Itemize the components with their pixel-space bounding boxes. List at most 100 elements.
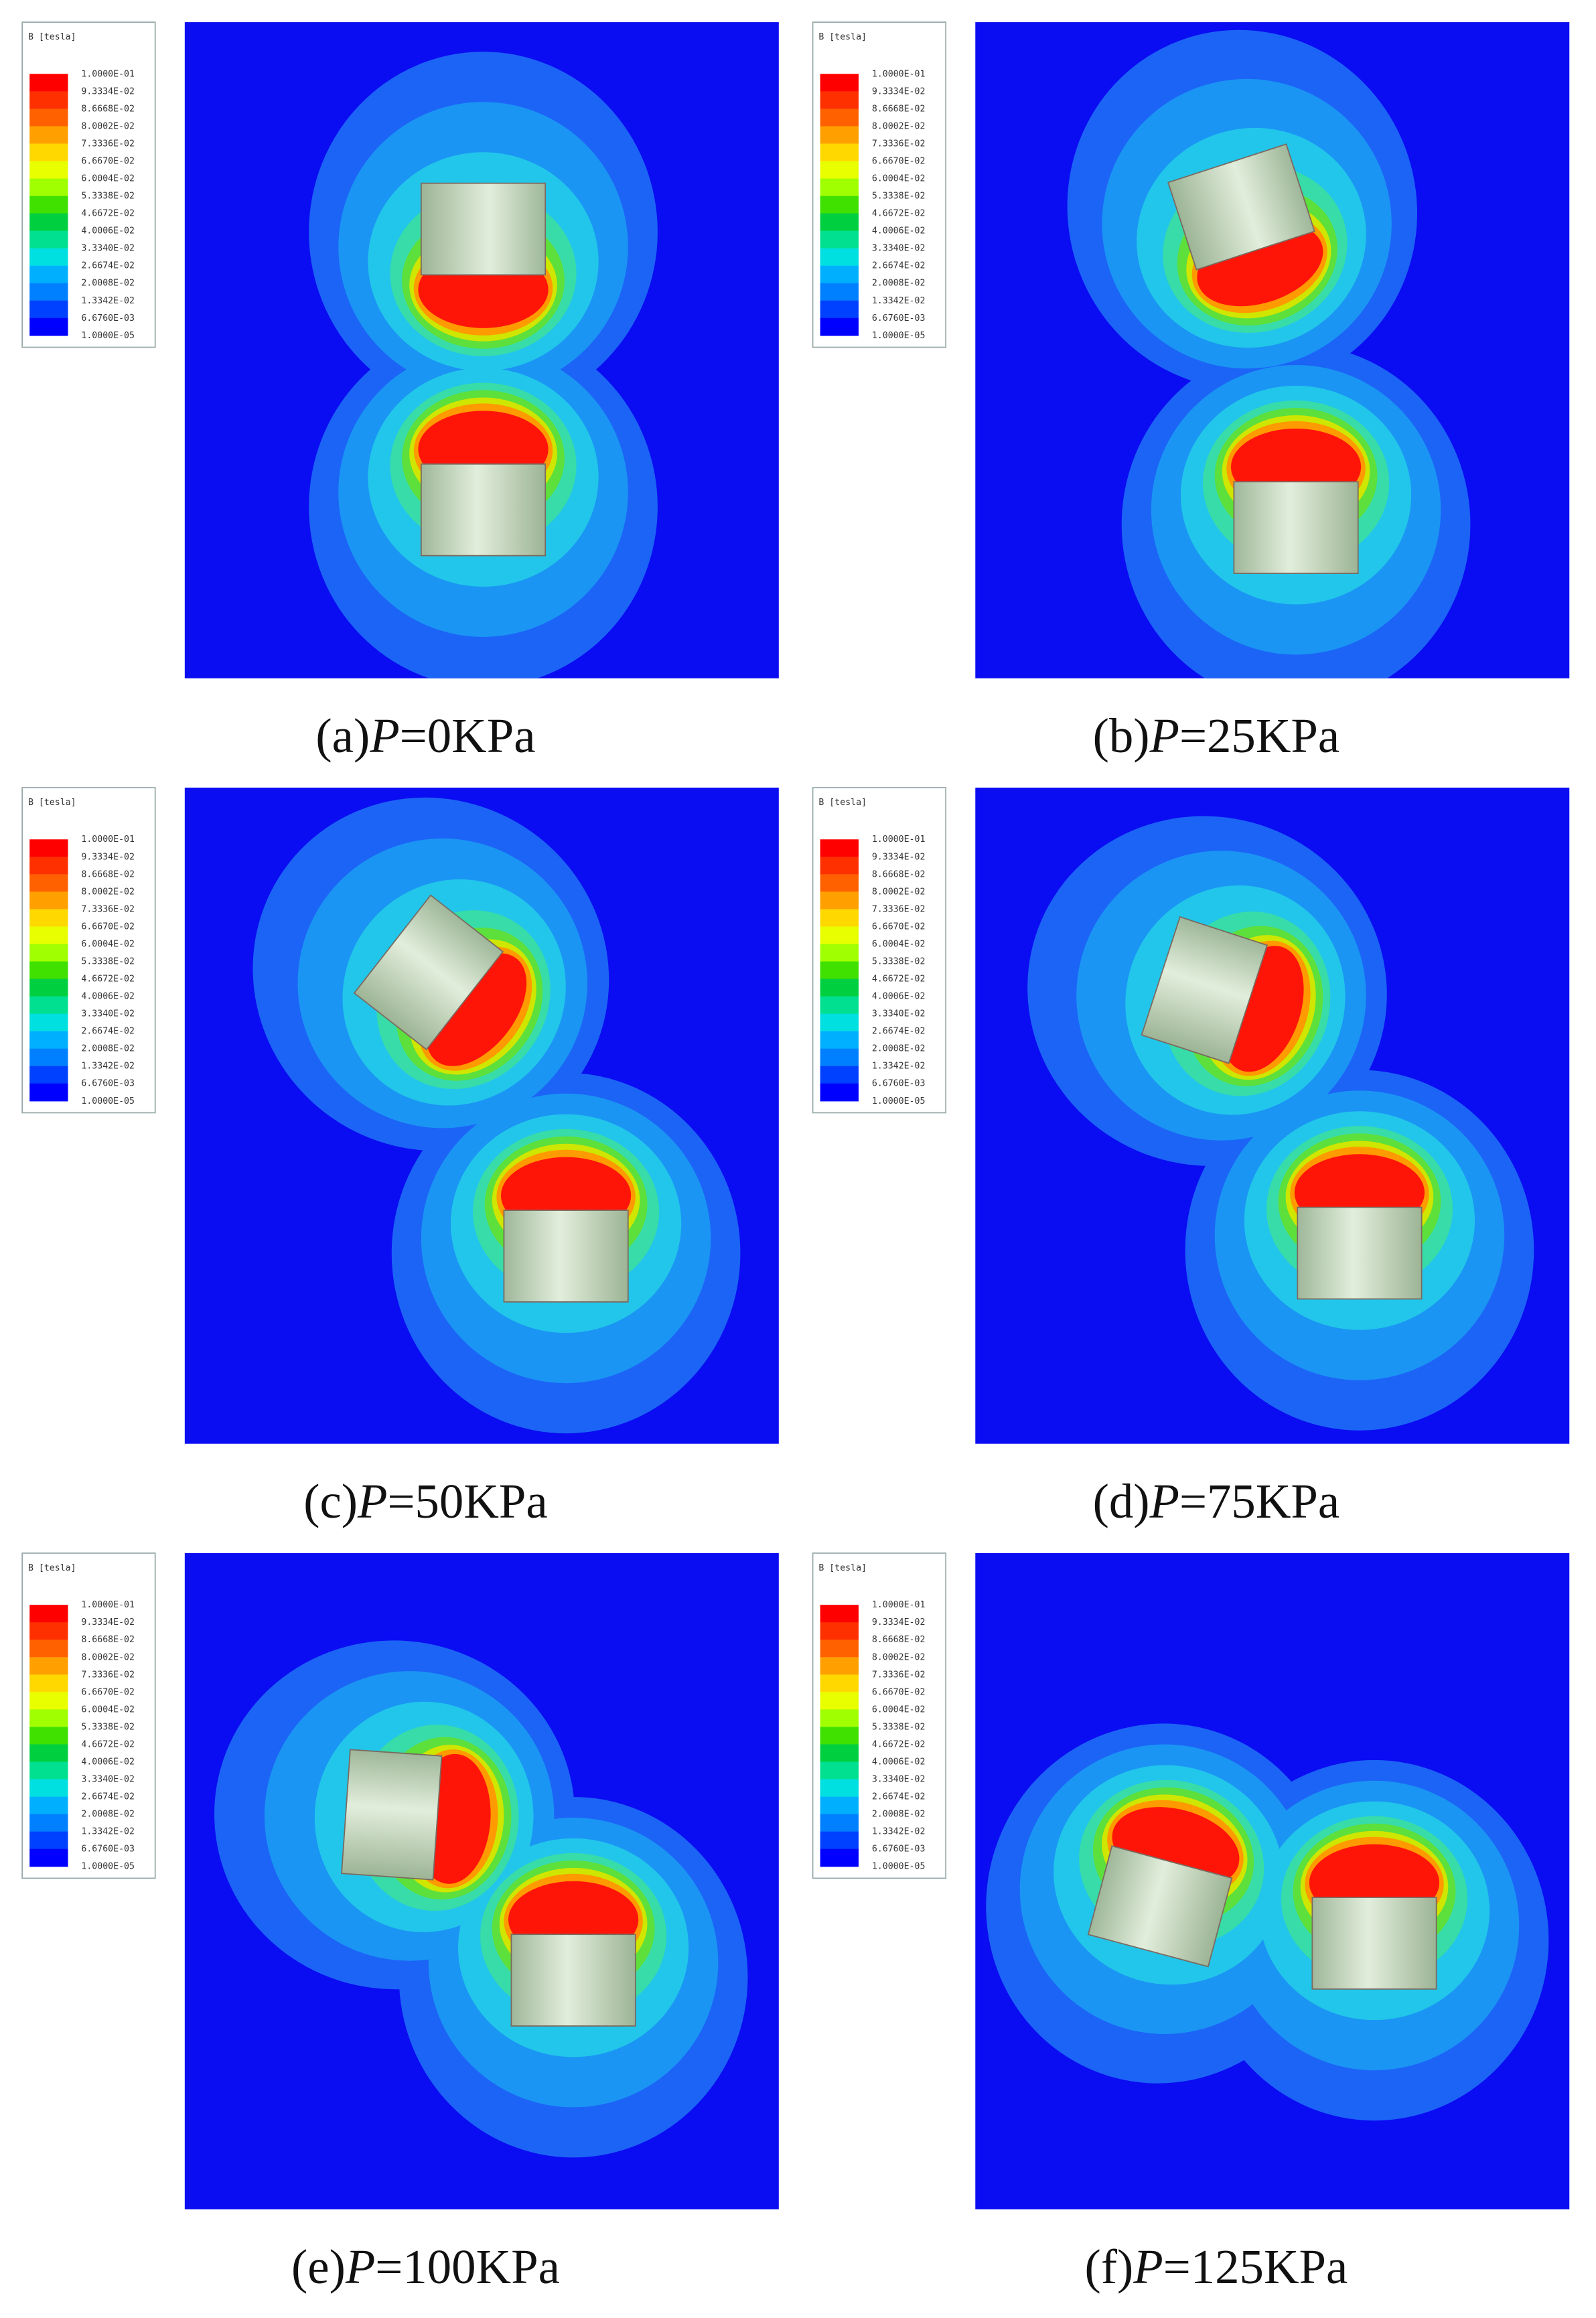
legend-label: 6.6670E-02 (872, 922, 926, 932)
legend-label: 9.3334E-02 (81, 86, 135, 96)
legend-label: 2.6674E-02 (81, 1027, 135, 1037)
legend-label: 6.6670E-02 (872, 157, 926, 167)
magnet-body (353, 894, 504, 1051)
legend-label: 2.0008E-02 (81, 1044, 135, 1054)
legend-swatch (29, 1031, 68, 1049)
legend-swatch (29, 161, 68, 179)
legend-label: 3.3340E-02 (81, 244, 135, 254)
legend-label: 6.6760E-03 (81, 1844, 135, 1855)
panel (975, 22, 1570, 678)
legend-swatch (820, 891, 859, 910)
legend-label: 6.0004E-02 (81, 174, 135, 184)
caption-variable: P (345, 2240, 375, 2294)
legend-swatch (820, 126, 859, 145)
legend-label: 1.0000E-05 (81, 1862, 135, 1872)
legend-swatch (820, 996, 859, 1015)
caption-variable: P (357, 1474, 387, 1528)
legend-label: 6.0004E-02 (872, 1705, 926, 1715)
legend-label: 1.0000E-01 (81, 1600, 135, 1610)
legend-swatch (29, 944, 68, 962)
legend-label: 2.0008E-02 (81, 279, 135, 289)
legend-swatch (820, 926, 859, 945)
legend-label: 1.3342E-02 (872, 1827, 926, 1837)
magnet-body (1167, 143, 1315, 271)
caption-label: (a) (315, 709, 370, 763)
legend-label: 1.0000E-05 (872, 1862, 926, 1872)
legend-swatch (29, 265, 68, 284)
field (214, 1640, 748, 2158)
legend-swatch (820, 161, 859, 179)
legend-swatch (29, 1727, 68, 1745)
legend-swatch (29, 926, 68, 945)
legend-label: 9.3334E-02 (872, 852, 926, 862)
legend-label: 5.3338E-02 (81, 957, 135, 967)
legend-label: 4.6672E-02 (872, 974, 926, 985)
legend-swatch (820, 857, 859, 875)
legend-swatch (29, 961, 68, 980)
legend-label: 8.6668E-02 (81, 1635, 135, 1645)
caption-label: (c) (303, 1474, 358, 1528)
caption-variable: P (1133, 2240, 1163, 2294)
magnet (1233, 481, 1359, 574)
legend-swatch (29, 857, 68, 875)
legend-label: 6.6670E-02 (81, 1687, 135, 1697)
legend-swatch (820, 1066, 859, 1084)
legend-swatch (29, 1761, 68, 1780)
legend-swatch (29, 1605, 68, 1623)
legend-label: 8.6668E-02 (81, 869, 135, 879)
legend-label: 3.3340E-02 (81, 1775, 135, 1785)
legend-label: 8.0002E-02 (872, 1652, 926, 1662)
caption: (c)P=50KPa (303, 1474, 548, 1528)
legend-label: 4.6672E-02 (81, 1739, 135, 1749)
legend-label: 5.3338E-02 (872, 957, 926, 967)
legend-swatch (29, 1692, 68, 1711)
legend-label: 2.6674E-02 (81, 261, 135, 271)
legend-swatch (29, 1657, 68, 1675)
legend-title: B [tesla] (28, 32, 76, 42)
legend-label: 1.0000E-05 (872, 331, 926, 341)
legend-swatch (29, 143, 68, 162)
legend-swatch (820, 1605, 859, 1623)
caption: (f)P=125KPa (1085, 2240, 1348, 2294)
legend-swatch (820, 1640, 859, 1658)
legend-label: 3.3340E-02 (872, 1775, 926, 1785)
legend-swatch (820, 1083, 859, 1102)
legend-label: 8.0002E-02 (872, 121, 926, 131)
magnet (1311, 1897, 1437, 1990)
magnet-body (1141, 916, 1268, 1064)
legend-label: 1.3342E-02 (81, 296, 135, 306)
legend-label: 8.6668E-02 (872, 1635, 926, 1645)
legend-label: 6.0004E-02 (81, 939, 135, 949)
legend-label: 7.3336E-02 (872, 139, 926, 149)
legend-swatch (29, 213, 68, 232)
field (986, 1723, 1549, 2121)
legend-label: 4.6672E-02 (81, 209, 135, 219)
legend-title: B [tesla] (818, 798, 867, 808)
legend: B [tesla] 1.0000E-01 9.3334E-02 8.6668E-02 8… (812, 1552, 947, 1879)
caption: (d)P=75KPa (1093, 1474, 1340, 1528)
magnet-body (420, 463, 547, 557)
caption-value: =0KPa (400, 709, 536, 763)
magnet-body (503, 1210, 629, 1303)
legend-label: 2.6674E-02 (81, 1792, 135, 1802)
legend-swatch (29, 126, 68, 145)
legend-swatch (820, 1761, 859, 1780)
legend-swatch (29, 1013, 68, 1032)
legend-label: 6.6670E-02 (81, 922, 135, 932)
legend: B [tesla] 1.0000E-01 9.3334E-02 8.6668E-02 8… (812, 787, 947, 1114)
legend-swatch (29, 317, 68, 336)
legend-label: 2.0008E-02 (872, 279, 926, 289)
legend-title: B [tesla] (28, 1563, 76, 1573)
legend-label: 1.0000E-05 (81, 331, 135, 341)
legend-swatch (820, 196, 859, 214)
magnet (353, 894, 504, 1051)
legend-label: 2.0008E-02 (81, 1810, 135, 1820)
legend-swatch (820, 178, 859, 197)
legend-title: B [tesla] (818, 32, 867, 42)
legend-label: 4.0006E-02 (872, 992, 926, 1002)
field (1027, 816, 1534, 1431)
legend-swatch (29, 91, 68, 110)
legend-label: 4.6672E-02 (872, 1739, 926, 1749)
legend-label: 5.3338E-02 (81, 1722, 135, 1732)
legend: B [tesla] 1.0000E-01 9.3334E-02 8.6668E-02 8… (21, 787, 156, 1114)
